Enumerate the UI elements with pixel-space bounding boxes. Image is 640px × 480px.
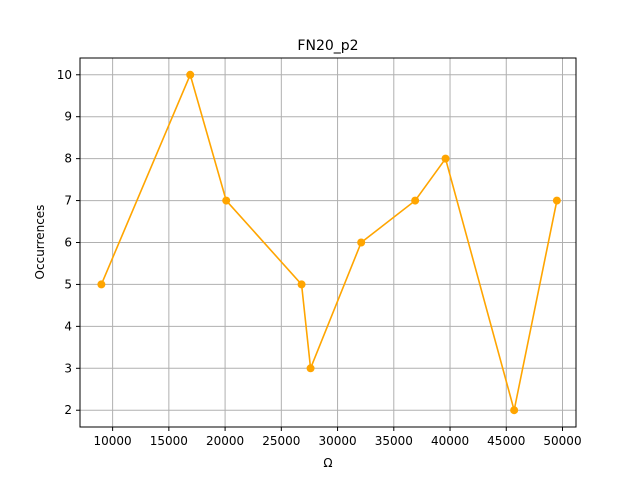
data-point — [510, 406, 519, 415]
x-tick-label: 35000 — [375, 434, 413, 448]
x-tick-label: 40000 — [431, 434, 469, 448]
x-tick-label: 15000 — [150, 434, 188, 448]
data-point — [552, 196, 561, 205]
data-point — [357, 238, 366, 247]
data-point — [441, 154, 450, 163]
data-point — [97, 280, 106, 289]
y-tick-label: 7 — [64, 194, 72, 208]
y-tick-label: 6 — [64, 236, 72, 250]
data-point — [306, 364, 315, 373]
data-point — [411, 196, 420, 205]
x-tick-label: 30000 — [318, 434, 356, 448]
x-axis: 10000 15000 20000 25000 30000 35000 40000 45000… — [94, 427, 582, 448]
data-point — [222, 196, 231, 205]
y-tick-label: 2 — [64, 403, 72, 417]
chart-title: FN20_p2 — [297, 38, 358, 54]
x-axis-label: Ω — [323, 456, 332, 470]
y-axis: 2 3 4 5 6 7 8 9 10 — [57, 68, 80, 417]
y-tick-label: 9 — [64, 110, 72, 124]
x-tick-label: 10000 — [94, 434, 132, 448]
y-tick-label: 3 — [64, 361, 72, 375]
y-tick-label: 8 — [64, 152, 72, 166]
y-tick-label: 5 — [64, 277, 72, 291]
y-axis-label: Occurrences — [33, 205, 47, 280]
data-point — [186, 70, 195, 79]
data-point — [297, 280, 306, 289]
x-tick-label: 50000 — [543, 434, 581, 448]
grid — [80, 58, 576, 427]
x-tick-label: 20000 — [206, 434, 244, 448]
y-tick-label: 4 — [64, 319, 72, 333]
y-tick-label: 10 — [57, 68, 72, 82]
series-group — [97, 70, 561, 415]
series-line — [100, 72, 558, 411]
x-tick-label: 45000 — [487, 434, 525, 448]
x-tick-label: 25000 — [262, 434, 300, 448]
